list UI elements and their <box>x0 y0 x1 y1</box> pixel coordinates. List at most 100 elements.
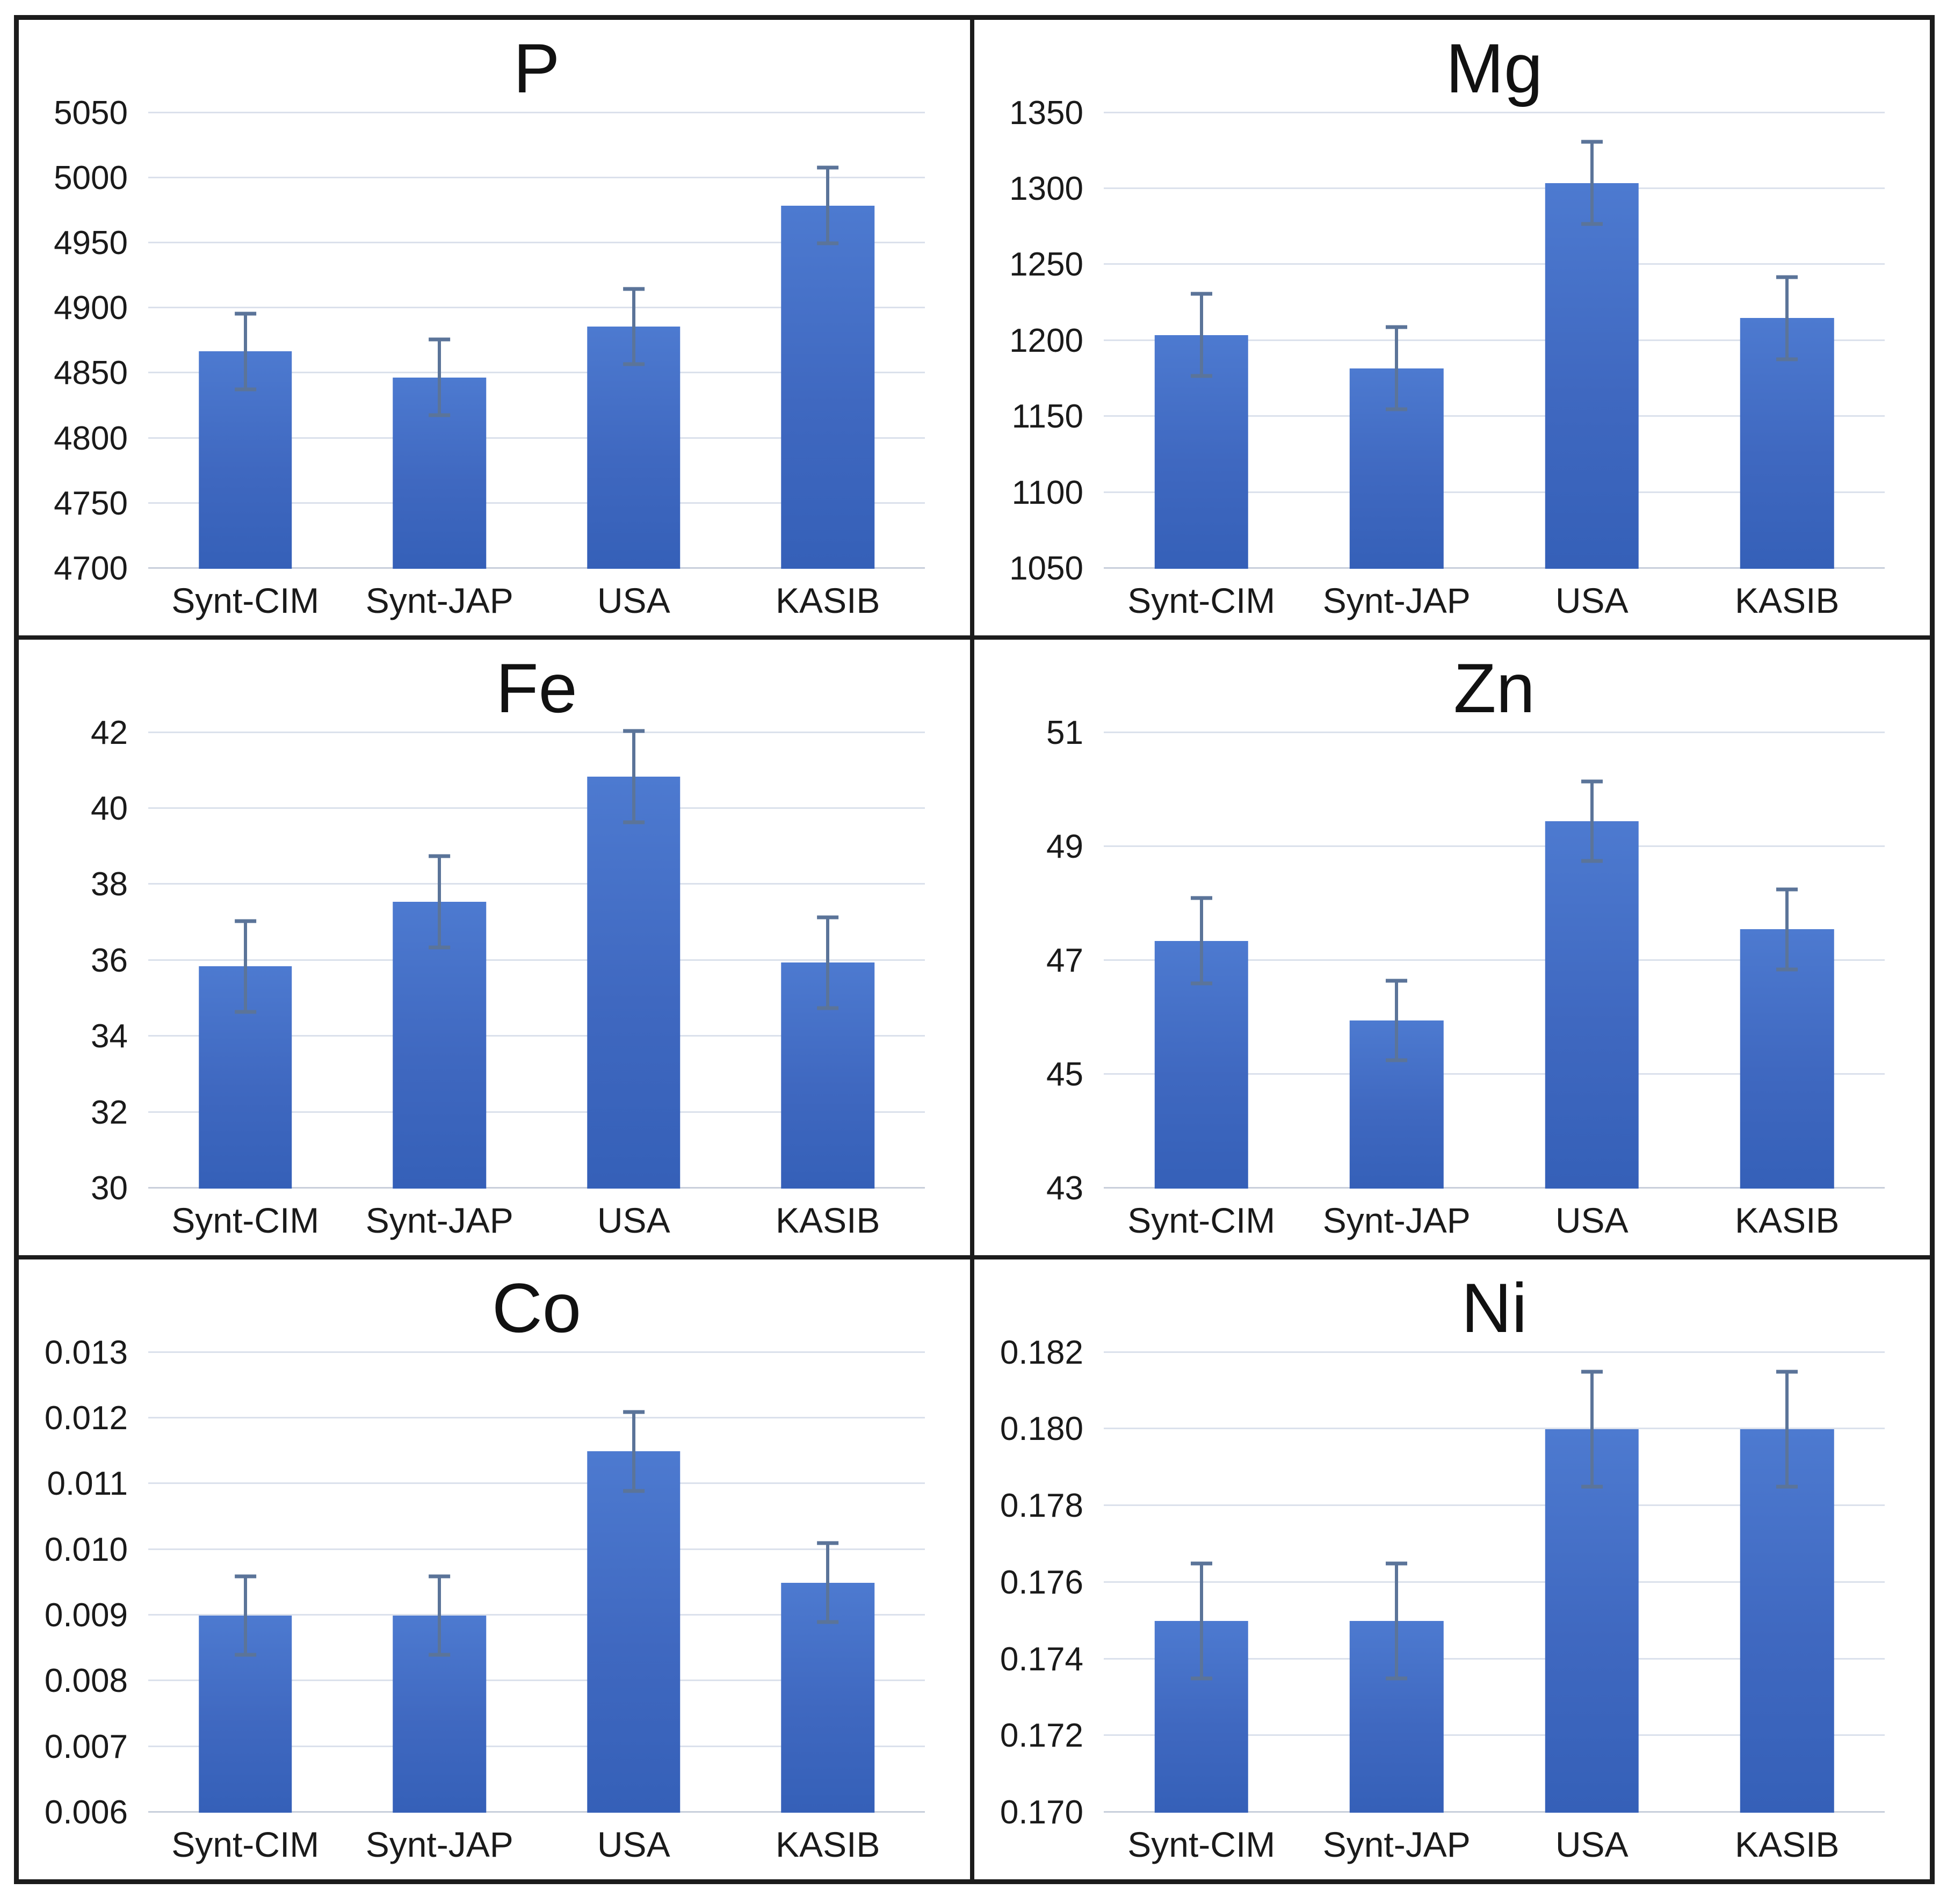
y-tick-label: 45 <box>1046 1055 1083 1093</box>
gridline <box>1104 491 1885 493</box>
chart-title-co: Co <box>491 1269 582 1347</box>
plot-area <box>1104 731 1885 1189</box>
error-bar-cap <box>429 945 451 950</box>
y-tick-label: 0.012 <box>44 1399 128 1437</box>
x-axis-labels: Synt-CIM Synt-JAP USA KASIB <box>1104 1813 1885 1873</box>
error-bar-cap <box>1190 292 1212 296</box>
x-category-label: USA <box>597 1200 670 1240</box>
chart-body: 0.006 0.007 0.008 0.009 0.010 0.011 0.012 0.013 <box>33 1336 952 1829</box>
y-tick-label: 4750 <box>54 484 128 522</box>
x-category-label: Synt-JAP <box>1322 581 1471 620</box>
y-tick-label: 0.010 <box>44 1531 128 1568</box>
y-tick-label: 0.176 <box>1000 1563 1083 1601</box>
error-bar-line <box>438 339 442 415</box>
chart-panel-zn: Zn 43 45 47 49 51 Synt-CIM Synt-JAP USA KASIB <box>974 640 1930 1259</box>
error-bar-cap <box>623 1489 645 1493</box>
bar-slot <box>1690 1353 1885 1813</box>
x-axis-labels: Synt-CIM Synt-JAP USA KASIB <box>148 1189 925 1249</box>
gridline <box>1104 111 1885 113</box>
error-bar-line <box>826 1543 830 1623</box>
error-bar-line <box>1395 1563 1399 1679</box>
y-axis: 30 32 34 36 38 40 42 <box>33 716 148 1205</box>
bar-slot <box>1494 733 1690 1189</box>
gridline <box>1104 1351 1885 1353</box>
gridline <box>148 176 925 178</box>
chart-panel-mg: Mg 1050 1100 1150 1200 1250 1300 1350 Synt-CIM… <box>974 20 1930 640</box>
error-bar-cap <box>817 241 839 245</box>
x-axis-labels: Synt-CIM Synt-JAP USA KASIB <box>1104 569 1885 629</box>
x-category-label: Synt-CIM <box>1127 581 1276 620</box>
x-category-label: Synt-JAP <box>365 581 513 620</box>
gridline <box>1104 1734 1885 1736</box>
x-category-label: KASIB <box>776 581 880 620</box>
error-bar-cap <box>1776 275 1798 279</box>
chart-panel-p: P 4700 4750 4800 4850 4900 4950 5000 5050 Synt-… <box>19 20 974 640</box>
error-bar-line <box>1395 327 1399 410</box>
bar <box>1545 183 1639 569</box>
y-tick-label: 5000 <box>54 159 128 197</box>
y-tick-label: 4950 <box>54 225 128 262</box>
chart-title-zn: Zn <box>1453 649 1535 727</box>
y-tick-label: 0.007 <box>44 1728 128 1765</box>
x-category-label: KASIB <box>1735 1200 1840 1240</box>
error-bar-cap <box>234 1574 256 1579</box>
x-category-label: KASIB <box>776 1200 880 1240</box>
plot-area <box>148 729 925 1189</box>
gridline <box>148 883 925 885</box>
y-tick-label: 4800 <box>54 419 128 457</box>
error-bar-line <box>1199 1563 1203 1679</box>
gridline <box>1104 187 1885 189</box>
gridline <box>148 807 925 809</box>
y-tick-label: 51 <box>1046 714 1083 751</box>
error-bar-cap <box>1386 1676 1408 1681</box>
y-tick-label: 0.172 <box>1000 1717 1083 1755</box>
error-bar-cap <box>234 1010 256 1014</box>
error-bar-line <box>243 313 247 389</box>
error-bar-cap <box>429 1653 451 1657</box>
y-tick-label: 0.178 <box>1000 1487 1083 1525</box>
error-bar-cap <box>623 820 645 824</box>
y-tick-label: 0.006 <box>44 1794 128 1831</box>
error-bar-line <box>438 856 442 948</box>
error-bar-line <box>243 1576 247 1655</box>
gridline <box>1104 1657 1885 1660</box>
bar-slot <box>731 113 925 569</box>
bar <box>1740 929 1834 1189</box>
plot-area <box>148 1351 925 1813</box>
error-bar-cap <box>623 287 645 291</box>
y-tick-label: 0.008 <box>44 1662 128 1700</box>
error-bar-cap <box>1386 979 1408 983</box>
y-tick-label: 0.174 <box>1000 1640 1083 1678</box>
gridline <box>148 1482 925 1485</box>
y-tick-label: 36 <box>91 942 128 979</box>
error-bar-line <box>1590 781 1594 861</box>
bar-slot <box>1104 733 1299 1189</box>
bar-slot <box>343 733 537 1189</box>
bar-slot <box>1299 733 1495 1189</box>
gridline <box>148 437 925 439</box>
x-category-label: Synt-CIM <box>171 581 320 620</box>
error-bar-cap <box>1190 896 1212 900</box>
error-bar-cap <box>1190 1676 1212 1681</box>
bar-slot <box>1690 113 1885 569</box>
error-bar-cap <box>1581 859 1603 863</box>
chart-title-p: P <box>513 29 560 107</box>
x-category-label: USA <box>597 1825 670 1864</box>
error-bar-cap <box>1386 1058 1408 1062</box>
bar <box>587 776 681 1189</box>
y-tick-label: 42 <box>91 714 128 751</box>
bar <box>781 205 875 569</box>
error-bar-cap <box>1190 374 1212 378</box>
gridline <box>148 1187 925 1189</box>
bar-slot <box>731 733 925 1189</box>
y-axis: 0.170 0.172 0.174 0.176 0.178 0.180 0.182 <box>988 1336 1104 1829</box>
error-bar-cap <box>1190 1561 1212 1566</box>
x-axis-labels: Synt-CIM Synt-JAP USA KASIB <box>148 569 925 629</box>
plot-area <box>1104 111 1885 569</box>
y-tick-label: 47 <box>1046 942 1083 979</box>
gridline <box>1104 1073 1885 1075</box>
chart-body: 43 45 47 49 51 <box>988 716 1912 1205</box>
y-tick-label: 32 <box>91 1094 128 1131</box>
error-bar-cap <box>817 1541 839 1545</box>
y-tick-label: 1300 <box>1009 170 1083 207</box>
